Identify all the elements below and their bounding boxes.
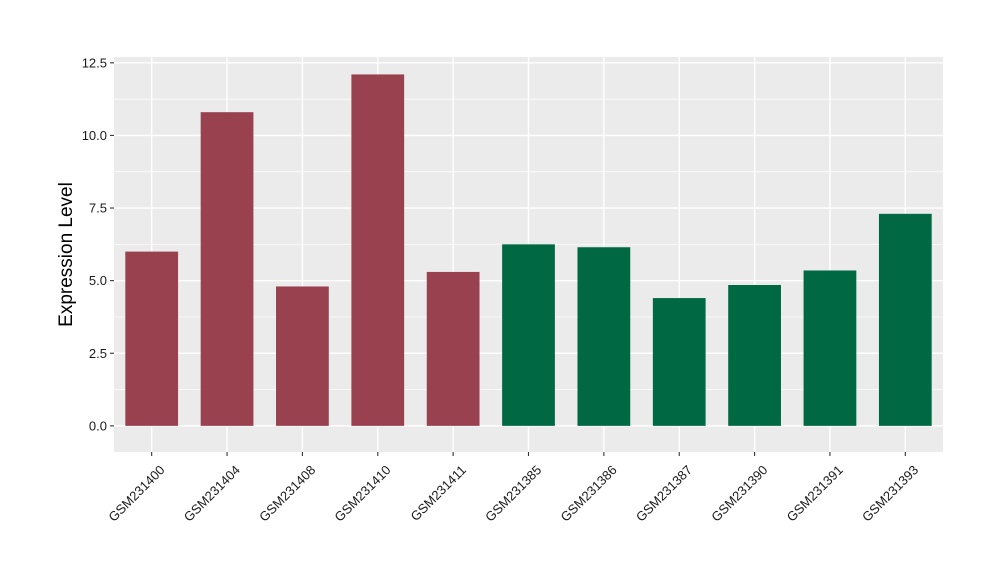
bars-group xyxy=(125,74,932,426)
x-tick-label: GSM231404 xyxy=(181,462,243,524)
x-tick-label: GSM231386 xyxy=(558,462,620,524)
bar-GSM231393 xyxy=(878,213,932,426)
y-tick-label: 10.0 xyxy=(82,128,107,143)
x-tick-label: GSM231411 xyxy=(408,462,470,524)
bar-GSM231385 xyxy=(502,244,555,426)
x-tick-label: GSM231393 xyxy=(859,462,921,524)
y-axis: 0.0 2.5 5.0 7.5 10.0 12.5 xyxy=(82,55,114,433)
bar-GSM231387 xyxy=(652,298,706,426)
bar-GSM231404 xyxy=(200,112,254,426)
x-axis: GSM231400 GSM231404 GSM231408 GSM231410 GSM2… xyxy=(105,452,921,525)
y-tick-label: 5.0 xyxy=(89,273,107,288)
x-tick-label: GSM231410 xyxy=(331,462,393,524)
y-tick-label: 0.0 xyxy=(89,418,107,433)
y-axis-title: Expression Level xyxy=(56,182,77,327)
x-tick-label: GSM231390 xyxy=(708,462,770,524)
x-tick-label: GSM231385 xyxy=(482,462,544,524)
bar-GSM231408 xyxy=(276,286,329,426)
y-tick-label: 2.5 xyxy=(89,346,107,361)
x-tick-label: GSM231387 xyxy=(633,462,695,524)
bar-GSM231391 xyxy=(803,270,857,426)
x-tick-label: GSM231408 xyxy=(256,462,318,524)
x-tick-label: GSM231391 xyxy=(784,462,846,524)
y-tick-label: 7.5 xyxy=(89,201,107,216)
bar-GSM231410 xyxy=(351,74,405,426)
x-tick-label: GSM231400 xyxy=(105,462,167,524)
y-tick-label: 12.5 xyxy=(82,55,107,70)
bar-GSM231411 xyxy=(426,271,480,426)
bar-GSM231390 xyxy=(728,284,781,426)
bar-GSM231400 xyxy=(125,251,179,426)
bar-GSM231386 xyxy=(577,247,631,426)
